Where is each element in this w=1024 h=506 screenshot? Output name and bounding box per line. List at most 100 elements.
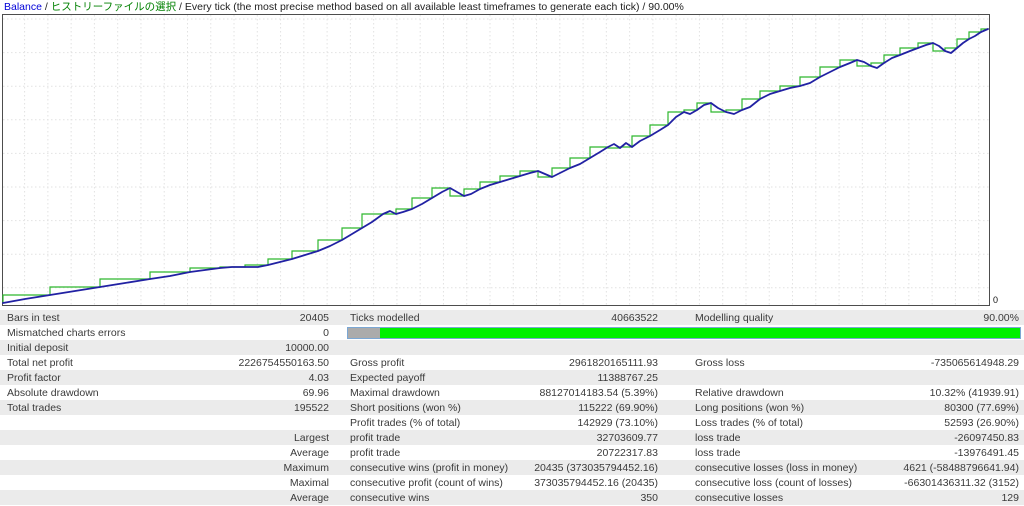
report-table: Bars in test 20405 Ticks modelled 40663522 M…	[0, 310, 1024, 505]
row-value: Maximum	[283, 461, 329, 474]
cell-group: Absolute drawdown 69.96	[0, 385, 336, 400]
y-axis-zero-label: 0	[993, 295, 998, 305]
plot-border	[2, 14, 990, 306]
cell-group: consecutive loss (count of losses) -66301…	[662, 475, 1024, 490]
row-value: Average	[290, 446, 329, 459]
bar-gray-segment	[348, 328, 381, 338]
row-value: 350	[640, 491, 658, 504]
cell-group: Maximum	[0, 460, 336, 475]
row-value: 20435 (373035794452.16)	[534, 461, 658, 474]
cell-group: Gross loss -735065614948.29	[662, 355, 1024, 370]
row-label: consecutive losses (loss in money)	[695, 461, 858, 474]
row-value: 40663522	[611, 311, 658, 324]
cell-group: Mismatched charts errors 0	[0, 325, 336, 340]
cell-group: Long positions (won %) 80300 (77.69%)	[662, 400, 1024, 415]
row-label: Short positions (won %)	[350, 401, 461, 414]
row-value: 142929 (73.10%)	[577, 416, 658, 429]
row-value: 10.32% (41939.91)	[929, 386, 1019, 399]
row-value: 2961820165111.93	[569, 356, 658, 369]
row-value: 4.03	[308, 371, 329, 384]
row-value: 32703609.77	[596, 431, 658, 444]
row-label: Modelling quality	[695, 311, 774, 324]
row-value: 90.00%	[983, 311, 1019, 324]
balance-chart-panel[interactable]: 0 Balance / ヒストリーファイルの選択 / Every tick (t…	[0, 0, 1024, 310]
row-value: 80300 (77.69%)	[944, 401, 1019, 414]
row-label: profit trade	[350, 431, 401, 444]
row-value: Largest	[293, 431, 329, 444]
row-label: Gross loss	[695, 356, 745, 369]
row-value: 10000.00	[285, 341, 329, 354]
row-label: loss trade	[695, 431, 741, 444]
row-label: Relative drawdown	[695, 386, 784, 399]
cell-group: consecutive wins 350	[336, 490, 662, 505]
row-label: Profit factor	[7, 371, 61, 384]
row-value: 129	[1001, 491, 1019, 504]
row-value: -26097450.83	[954, 431, 1019, 444]
cell-group: consecutive wins (profit in money) 20435 …	[336, 460, 662, 475]
cell-group: Profit trades (% of total) 142929 (73.10%…	[336, 415, 662, 430]
report-row: Largest profit trade 32703609.77 loss trade…	[0, 430, 1024, 445]
modelling-quality-bar	[347, 327, 1021, 339]
row-label: Profit trades (% of total)	[350, 416, 461, 429]
row-value: 2226754550163.50	[238, 356, 329, 369]
row-label: consecutive loss (count of losses)	[695, 476, 852, 489]
row-label: consecutive profit (count of wins)	[350, 476, 503, 489]
report-row: Profit trades (% of total) 142929 (73.10%…	[0, 415, 1024, 430]
cell-group: Relative drawdown 10.32% (41939.91)	[662, 385, 1024, 400]
legend-separator: /	[41, 1, 51, 13]
row-label: consecutive losses	[695, 491, 784, 504]
row-label: loss trade	[695, 446, 741, 459]
cell-group	[662, 340, 1024, 355]
row-value: 20722317.83	[596, 446, 658, 459]
cell-group: Gross profit 2961820165111.93	[336, 355, 662, 370]
balance-curve-svg: 0	[2, 14, 998, 306]
cell-group: Expected payoff 11388767.25	[336, 370, 662, 385]
cell-group	[0, 415, 336, 430]
report-row: Average consecutive wins 350 consecutive lo…	[0, 490, 1024, 505]
cell-group: Initial deposit 10000.00	[0, 340, 336, 355]
report-row: Absolute drawdown 69.96 Maximal drawdown 88…	[0, 385, 1024, 400]
report-row: Mismatched charts errors 0	[0, 325, 1024, 340]
row-value: Maximal	[289, 476, 329, 489]
legend-method-label: / Every tick (the most precise method ba…	[176, 1, 684, 13]
row-label: Bars in test	[7, 311, 60, 324]
bar-green-segment	[380, 328, 1020, 338]
row-value: 115222 (69.90%)	[578, 401, 658, 414]
row-value: 0	[323, 326, 329, 339]
row-value: -66301436311.32 (3152)	[904, 476, 1019, 489]
row-value: 88127014183.54 (5.39%)	[539, 386, 658, 399]
cell-group: Loss trades (% of total) 52593 (26.90%)	[662, 415, 1024, 430]
report-row: Total net profit 2226754550163.50 Gross pr…	[0, 355, 1024, 370]
row-value: 20405	[299, 311, 329, 324]
row-label: Maximal drawdown	[350, 386, 440, 399]
cell-group: Maximal drawdown 88127014183.54 (5.39%)	[336, 385, 662, 400]
row-value: 195522	[293, 401, 329, 414]
cell-group: loss trade -26097450.83	[662, 430, 1024, 445]
cell-group: Average	[0, 445, 336, 460]
cell-group: consecutive losses (loss in money) 4621 (…	[662, 460, 1024, 475]
legend-model-label: ヒストリーファイルの選択	[50, 1, 177, 13]
cell-group	[336, 340, 662, 355]
row-label: consecutive wins	[350, 491, 430, 504]
row-label: Ticks modelled	[350, 311, 420, 324]
row-label: Initial deposit	[7, 341, 69, 354]
row-value: Average	[290, 491, 329, 504]
cell-group: Modelling quality 90.00%	[662, 310, 1024, 325]
row-label: Expected payoff	[350, 371, 426, 384]
chart-legend: Balance / ヒストリーファイルの選択 / Every tick (the…	[4, 1, 684, 13]
cell-group: Largest	[0, 430, 336, 445]
row-value: 52593 (26.90%)	[944, 416, 1019, 429]
cell-group: profit trade 32703609.77	[336, 430, 662, 445]
row-label: Total net profit	[7, 356, 73, 369]
row-value: 373035794452.16 (20435)	[534, 476, 658, 489]
row-label: Total trades	[7, 401, 62, 414]
report-row: Profit factor 4.03 Expected payoff 11388767…	[0, 370, 1024, 385]
cell-group: consecutive profit (count of wins) 373035…	[336, 475, 662, 490]
row-value: 69.96	[302, 386, 329, 399]
row-value: 4621 (-58488796641.94)	[903, 461, 1019, 474]
row-label: consecutive wins (profit in money)	[350, 461, 509, 474]
report-row: Bars in test 20405 Ticks modelled 40663522 M…	[0, 310, 1024, 325]
cell-group: Bars in test 20405	[0, 310, 336, 325]
report-row: Maximum consecutive wins (profit in money…	[0, 460, 1024, 475]
cell-group: consecutive losses 129	[662, 490, 1024, 505]
